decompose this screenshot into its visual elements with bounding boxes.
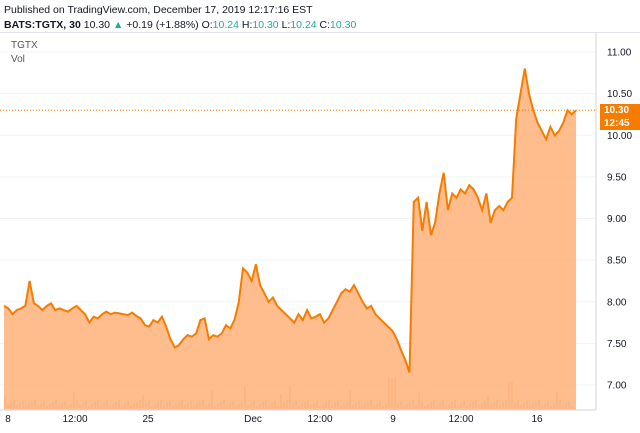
symbol-interval[interactable]: BATS:TGTX, 30 <box>4 19 81 31</box>
x-tick-label: 8 <box>5 414 11 425</box>
y-tick-label: 8.50 <box>607 256 627 267</box>
pane-symbol-label: TGTX <box>11 40 38 51</box>
y-tick-label: 7.00 <box>607 381 627 392</box>
pane-top-border <box>0 32 640 33</box>
bar-countdown-tag: 12:45 <box>600 116 640 130</box>
last-price: 10.30 <box>83 19 111 31</box>
high-value: 10.30 <box>252 19 279 31</box>
open-value: 10.24 <box>212 19 239 31</box>
x-tick-label: 25 <box>142 414 154 425</box>
y-tick-label: 10.50 <box>607 89 632 100</box>
price-line <box>3 68 577 373</box>
low-value: 10.24 <box>290 19 317 31</box>
x-tick-label: Dec <box>244 414 262 425</box>
close-label: C: <box>319 19 331 31</box>
published-caption: Published on TradingView.com, December 1… <box>4 4 313 16</box>
pane-vol-label: Vol <box>11 54 25 65</box>
price-change: +0.19 (+1.88%) <box>126 19 199 31</box>
high-label: H: <box>241 19 253 31</box>
y-tick-label: 9.00 <box>607 214 627 225</box>
y-tick-label: 10.00 <box>607 131 632 142</box>
x-tick-label: 12:00 <box>62 414 87 425</box>
y-tick-label: 11.00 <box>607 48 632 59</box>
close-value: 10.30 <box>330 19 357 31</box>
x-tick-label: 12:00 <box>448 414 473 425</box>
low-label: L: <box>281 19 291 31</box>
y-tick-label: 7.50 <box>607 339 627 350</box>
price-area <box>4 68 576 410</box>
y-tick-label: 9.50 <box>607 172 627 183</box>
triangle-up-icon: ▲ <box>112 19 124 31</box>
open-label: O: <box>201 19 213 31</box>
x-tick-label: 9 <box>390 414 396 425</box>
x-tick-label: 12:00 <box>307 414 332 425</box>
y-axis[interactable]: 7.00 7.50 8.00 8.50 9.00 9.50 10.00 10.50 11.00 <box>607 48 632 392</box>
x-axis[interactable]: 8 12:00 25 Dec 12:00 9 12:00 16 <box>5 414 543 425</box>
x-tick-label: 16 <box>531 414 543 425</box>
last-price-tag: 10.30 <box>600 103 640 117</box>
y-tick-label: 8.00 <box>607 297 627 308</box>
ohlc-legend: BATS:TGTX, 30 10.30 ▲ +0.19 (+1.88%) O:1… <box>4 19 356 31</box>
